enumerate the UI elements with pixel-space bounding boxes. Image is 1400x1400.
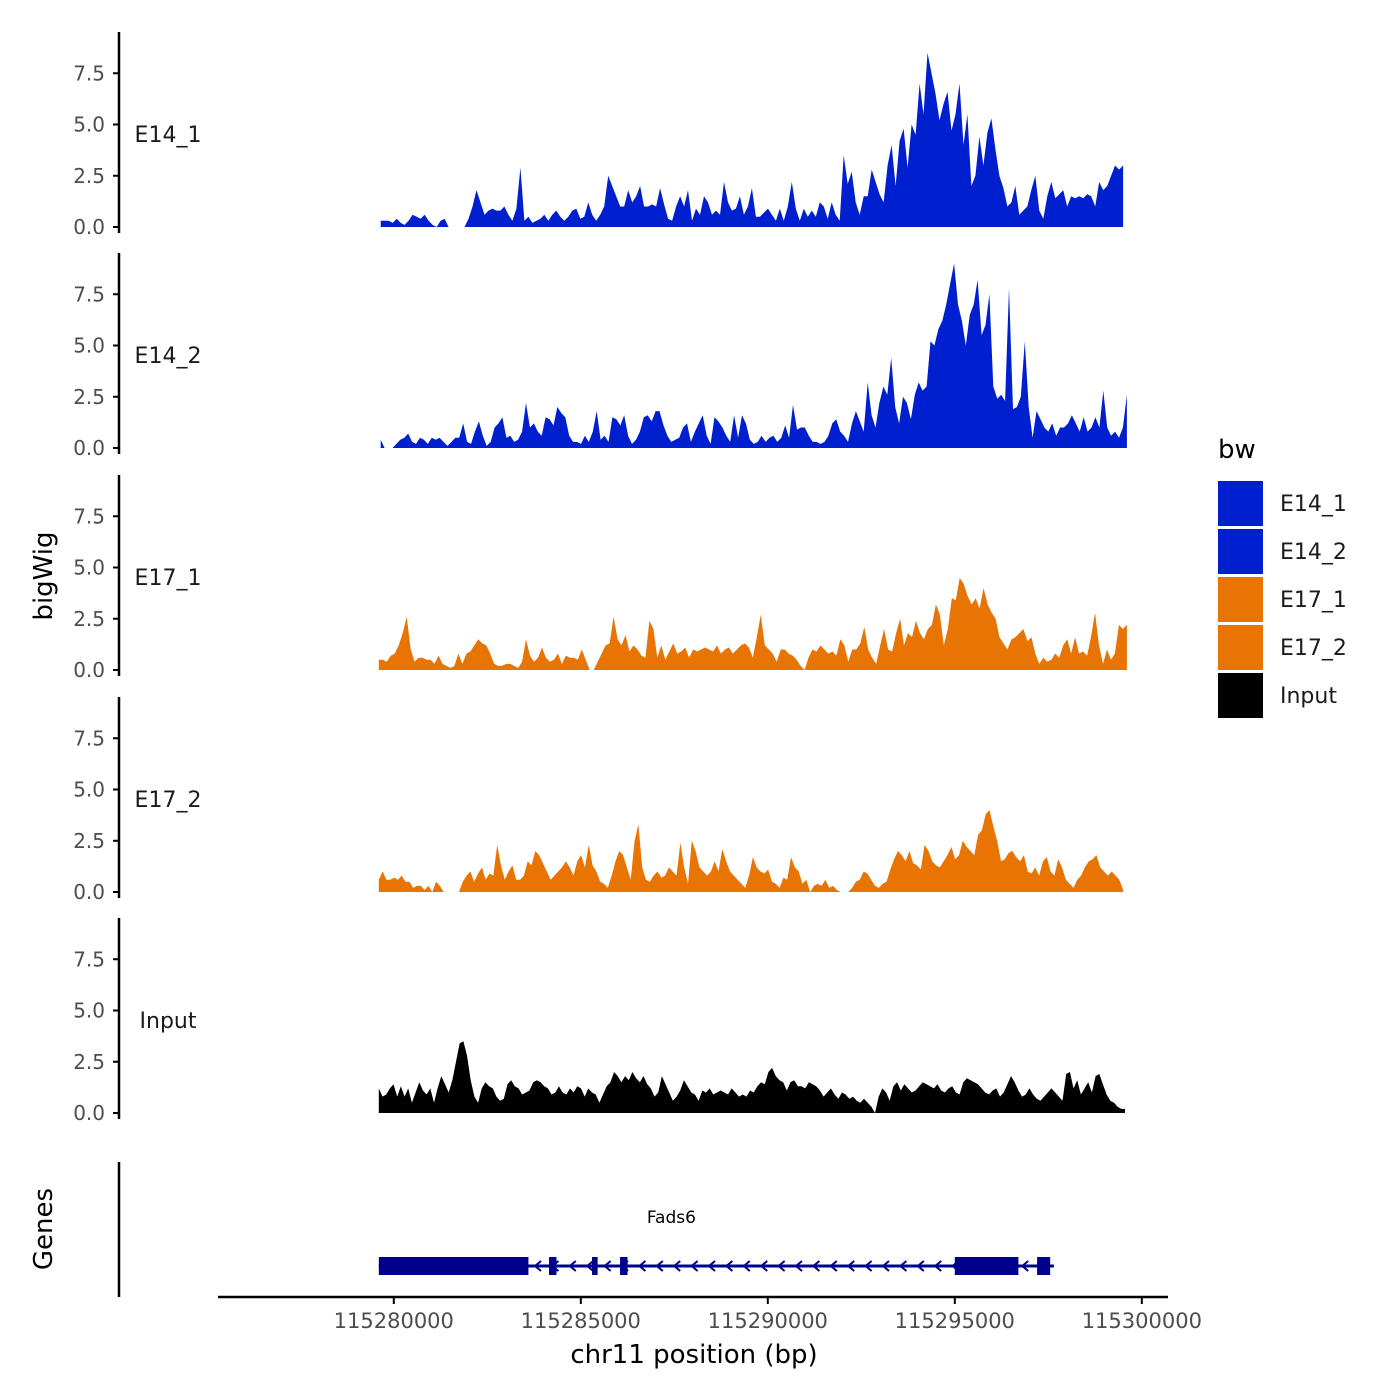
strand-arrow: [655, 1260, 664, 1272]
strand-arrow: [916, 1260, 925, 1272]
legend-item-Input: Input: [1218, 673, 1337, 718]
strand-arrow: [1020, 1260, 1029, 1272]
y-tick-label: 7.5: [73, 282, 105, 306]
legend-label: E14_2: [1280, 540, 1347, 565]
gene-exon: [549, 1257, 557, 1275]
track-label: Input: [140, 1009, 197, 1034]
strand-arrow: [585, 1260, 594, 1272]
legend-swatch: [1218, 577, 1263, 622]
track-label: E14_2: [135, 344, 202, 369]
y-tick-label: 0.0: [73, 658, 105, 682]
y-tick-label: 0.0: [73, 436, 105, 460]
legend-item-E17_1: E17_1: [1218, 577, 1347, 622]
gene-panel: Fads6: [117, 1162, 1054, 1297]
x-tick-label: 115295000: [895, 1309, 1015, 1333]
strand-arrow: [707, 1260, 716, 1272]
legend-swatch: [1218, 481, 1263, 526]
strand-arrow: [603, 1260, 612, 1272]
strand-arrow: [794, 1260, 803, 1272]
y-tick-label: 5.0: [73, 778, 105, 802]
legend-swatch: [1218, 529, 1263, 574]
strand-arrow: [672, 1260, 681, 1272]
y-tick-label: 0.0: [73, 215, 105, 239]
gene-exon: [378, 1257, 529, 1275]
legend-swatch: [1218, 625, 1263, 670]
legend-item-E14_2: E14_2: [1218, 529, 1347, 574]
x-tick-label: 115290000: [708, 1309, 828, 1333]
y-tick-label: 2.5: [73, 1050, 105, 1074]
legend-label: E14_1: [1280, 492, 1347, 517]
y-tick-label: 7.5: [73, 61, 105, 85]
signal-area: [378, 577, 1127, 670]
strand-arrow: [742, 1260, 751, 1272]
y-tick-label: 5.0: [73, 334, 105, 358]
track-E14_1: 0.0 2.5 5.0 7.5 E14_1: [73, 32, 1124, 239]
strand-arrow: [846, 1260, 855, 1272]
track-label: E14_1: [135, 123, 202, 148]
strand-arrow: [811, 1260, 821, 1272]
strand-arrow: [864, 1260, 873, 1272]
gene-Fads6: Fads6: [378, 1208, 1054, 1275]
legend: bw E14_1 E14_2 E17_1 E17_2 Input: [1218, 435, 1347, 718]
strand-arrow: [881, 1260, 890, 1272]
signal-area: [378, 810, 1124, 892]
strand-arrow: [533, 1260, 542, 1272]
gene-exon: [592, 1257, 598, 1275]
strand-arrow: [777, 1260, 786, 1272]
gene-name-label: Fads6: [647, 1208, 696, 1228]
y-tick-label: 5.0: [73, 556, 105, 580]
strand-arrow: [898, 1260, 908, 1272]
x-tick-label: 115300000: [1082, 1309, 1202, 1333]
y-axis-title: bigWig: [29, 531, 59, 620]
y-tick-label: 2.5: [73, 607, 105, 631]
signal-area: [380, 52, 1124, 227]
y-tick-label: 2.5: [73, 164, 105, 188]
legend-item-E17_2: E17_2: [1218, 625, 1347, 670]
legend-swatch: [1218, 673, 1263, 718]
y-tick-label: 2.5: [73, 385, 105, 409]
signal-area: [380, 263, 1127, 448]
y-tick-label: 7.5: [73, 504, 105, 528]
y-tick-label: 0.0: [73, 880, 105, 904]
legend-label: E17_2: [1280, 636, 1347, 661]
gene-exon: [954, 1257, 1019, 1275]
strand-arrow: [637, 1260, 647, 1272]
legend-label: Input: [1280, 684, 1337, 709]
gene-exon: [1037, 1257, 1051, 1275]
legend-title: bw: [1218, 435, 1256, 465]
y-tick-label: 5.0: [73, 113, 105, 137]
track-E14_2: 0.0 2.5 5.0 7.5 E14_2: [73, 253, 1127, 460]
y-tick-label: 7.5: [73, 947, 105, 971]
signal-area: [378, 1041, 1125, 1113]
legend-item-E14_1: E14_1: [1218, 481, 1347, 526]
genes-panel-title: Genes: [29, 1188, 59, 1270]
track-label: E17_1: [135, 566, 202, 591]
track-label: E17_2: [135, 788, 202, 813]
y-tick-label: 0.0: [73, 1101, 105, 1125]
x-axis-title: chr11 position (bp): [570, 1340, 817, 1370]
legend-label: E17_1: [1280, 588, 1347, 613]
y-tick-label: 2.5: [73, 829, 105, 853]
strand-arrow: [568, 1260, 577, 1272]
strand-arrow: [829, 1260, 838, 1272]
x-tick-label: 115280000: [334, 1309, 454, 1333]
strand-arrow: [759, 1260, 768, 1272]
y-tick-label: 5.0: [73, 999, 105, 1023]
strand-arrow: [724, 1260, 734, 1272]
strand-arrow: [690, 1260, 699, 1272]
bigwig-tracks: 0.0 2.5 5.0 7.5 E14_1 0.0 2.5 5.0 7.5 E14_2 0.0 2.5…: [73, 32, 1127, 1125]
strand-arrow: [933, 1260, 942, 1272]
track-Input: 0.0 2.5 5.0 7.5 Input: [73, 918, 1125, 1125]
track-E17_1: 0.0 2.5 5.0 7.5 E17_1: [73, 475, 1127, 682]
y-tick-label: 7.5: [73, 726, 105, 750]
x-axis: 115280000 115285000 115290000 115295000 1153…: [218, 1295, 1202, 1333]
x-tick-label: 115285000: [521, 1309, 641, 1333]
gene-exon: [620, 1257, 628, 1275]
track-E17_2: 0.0 2.5 5.0 7.5 E17_2: [73, 697, 1124, 904]
